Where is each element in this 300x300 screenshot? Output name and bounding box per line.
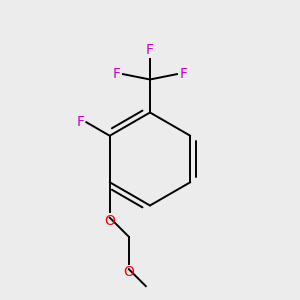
Text: F: F <box>112 67 121 81</box>
Text: O: O <box>104 214 115 228</box>
Text: F: F <box>179 67 188 81</box>
Text: F: F <box>146 43 154 57</box>
Text: F: F <box>77 115 85 129</box>
Text: O: O <box>123 265 134 279</box>
